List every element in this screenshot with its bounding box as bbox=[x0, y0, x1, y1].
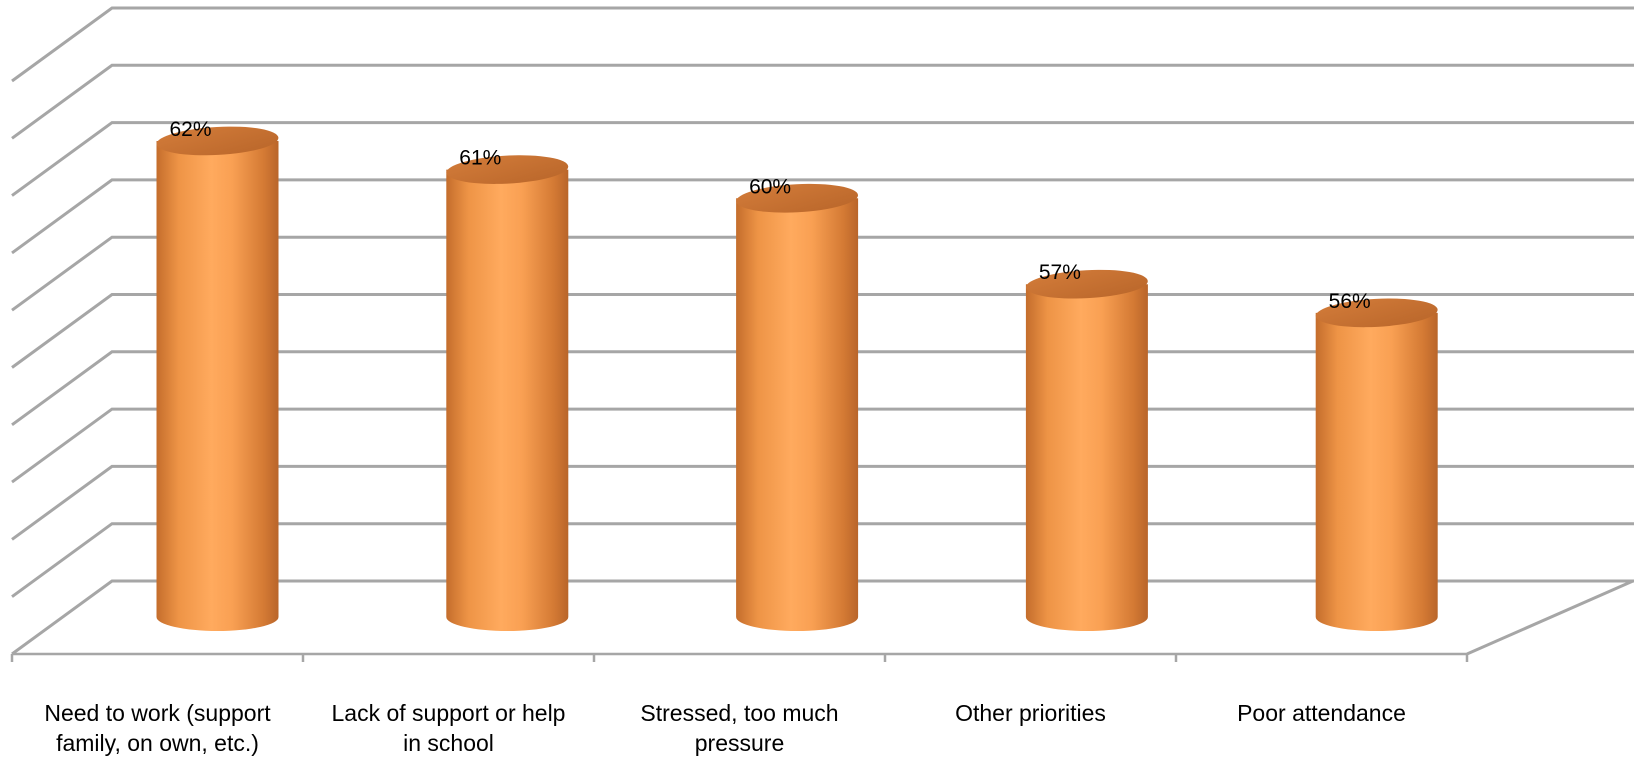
bar-top bbox=[736, 183, 859, 213]
data-labels: 62% 61% 60% 57% 56% bbox=[169, 118, 1370, 313]
bar-body bbox=[446, 169, 569, 631]
bar bbox=[446, 155, 569, 631]
bars bbox=[156, 126, 1438, 631]
bar-top bbox=[1025, 269, 1148, 299]
data-label: 57% bbox=[1039, 261, 1081, 284]
data-label: 62% bbox=[169, 118, 211, 141]
bar bbox=[736, 183, 859, 631]
bar-top bbox=[1315, 298, 1438, 328]
gridline bbox=[11, 178, 1634, 255]
gridlines bbox=[11, 6, 1634, 656]
gridline bbox=[11, 6, 1634, 83]
bar bbox=[1025, 269, 1148, 631]
bar-top bbox=[446, 155, 569, 184]
category-label: Need to work (support family, on own, etc… bbox=[44, 700, 271, 756]
floor-right-edge bbox=[1466, 579, 1634, 656]
category-label: Stressed, too much pressure bbox=[640, 700, 838, 756]
data-label: 56% bbox=[1329, 290, 1371, 313]
bar-body bbox=[156, 140, 279, 631]
gridline bbox=[11, 235, 1634, 312]
bar-body bbox=[1025, 284, 1148, 631]
data-label: 60% bbox=[749, 175, 791, 198]
bar-body bbox=[736, 198, 859, 631]
category-labels: Need to work (support family, on own, etc… bbox=[44, 700, 1406, 756]
bar bbox=[156, 126, 279, 631]
bar-body bbox=[1315, 312, 1438, 631]
gridline bbox=[11, 121, 1634, 197]
category-label: Lack of support or help in school bbox=[332, 700, 566, 756]
bar bbox=[1315, 298, 1438, 631]
category-label: Poor attendance bbox=[1237, 700, 1406, 726]
data-label: 61% bbox=[459, 147, 501, 170]
category-axis bbox=[10, 652, 1469, 662]
gridline bbox=[11, 63, 1634, 140]
bar-top bbox=[156, 126, 279, 156]
category-label: Other priorities bbox=[955, 700, 1106, 726]
